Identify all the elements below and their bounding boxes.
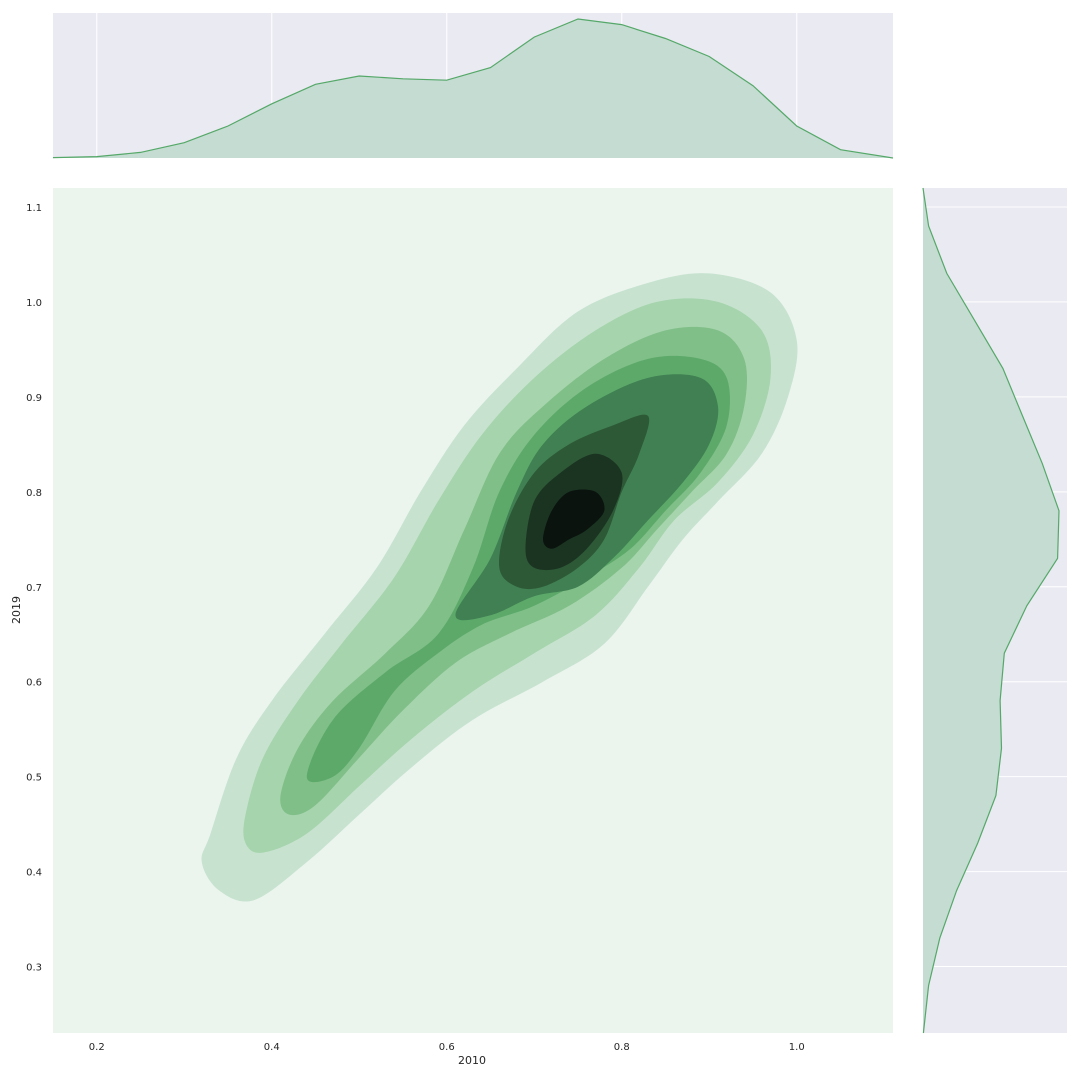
y-tick-label: 0.3	[26, 963, 42, 974]
y-axis-label: 2019	[10, 596, 23, 624]
y-tick-label: 0.8	[26, 488, 42, 499]
y-tick-label: 0.4	[26, 868, 42, 879]
right-marginal-panel	[922, 187, 1067, 1034]
x-tick-label: 0.6	[439, 1042, 455, 1053]
top-marginal-panel	[52, 13, 894, 159]
y-tick-label: 0.6	[26, 678, 42, 689]
y-tick-label: 0.9	[26, 393, 42, 404]
right-marginal-density-line	[922, 187, 1060, 1034]
kde-contour-level-8	[543, 489, 605, 549]
y-tick-label: 1.1	[26, 203, 42, 214]
x-tick-label: 1.0	[789, 1042, 805, 1053]
x-tick-label: 0.4	[264, 1042, 280, 1053]
right-marginal-density-fill	[923, 188, 1059, 1033]
joint-kde-panel	[53, 188, 893, 1033]
x-axis-label: 2010	[458, 1054, 486, 1067]
x-tick-labels: 0.2 0.4 0.6 0.8 1.0	[89, 1042, 805, 1053]
y-tick-label: 0.5	[26, 773, 42, 784]
top-marginal-density-fill	[53, 19, 893, 158]
x-tick-label: 0.2	[89, 1042, 105, 1053]
y-tick-label: 1.0	[26, 298, 42, 309]
x-tick-label: 0.8	[614, 1042, 630, 1053]
top-marginal-density-line	[52, 18, 894, 159]
y-tick-label: 0.7	[26, 583, 42, 594]
y-tick-labels: 0.3 0.4 0.5 0.6 0.7 0.8 0.9 1.0 1.1	[26, 203, 42, 974]
